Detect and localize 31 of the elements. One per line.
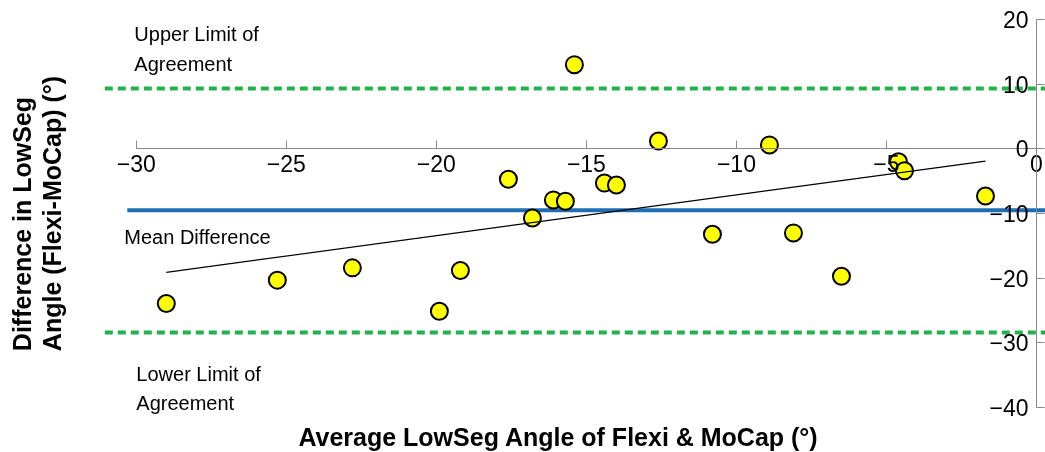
point xyxy=(522,208,542,228)
x-tick-label: −10 xyxy=(716,150,756,177)
point xyxy=(267,270,287,290)
y-axis-title: Difference in LowSeg Angle (Flexi-MoCap) (°) xyxy=(7,75,67,352)
point xyxy=(498,169,518,189)
ref-line-label: Upper Limit of Agreement xyxy=(134,22,260,75)
y-tick-label: −40 xyxy=(989,395,1029,422)
ref-line-label: Mean Difference xyxy=(124,226,271,249)
x-axis-title: Average LowSeg Angle of Flexi & MoCap (°) xyxy=(298,422,818,451)
point xyxy=(564,55,584,75)
point xyxy=(783,223,803,243)
point xyxy=(606,175,626,195)
point xyxy=(702,224,722,244)
y-tick-label: 20 xyxy=(1002,6,1029,33)
x-tick-label: −20 xyxy=(416,150,456,177)
point xyxy=(975,186,995,206)
point xyxy=(555,191,575,211)
y-tick-label: −20 xyxy=(989,265,1029,292)
y-tick-label: 10 xyxy=(1002,71,1029,98)
point xyxy=(450,260,470,280)
x-tick-label: −30 xyxy=(116,150,156,177)
y-tick-label: −30 xyxy=(989,330,1029,357)
x-tick-label: −25 xyxy=(266,150,306,177)
x-tick-label: −15 xyxy=(566,150,606,177)
point xyxy=(831,266,851,286)
point xyxy=(759,135,779,155)
ref-line-label: Lower Limit of Agreement xyxy=(136,362,262,415)
point xyxy=(342,258,362,278)
point xyxy=(429,301,449,321)
point xyxy=(648,131,668,151)
point xyxy=(156,293,176,313)
